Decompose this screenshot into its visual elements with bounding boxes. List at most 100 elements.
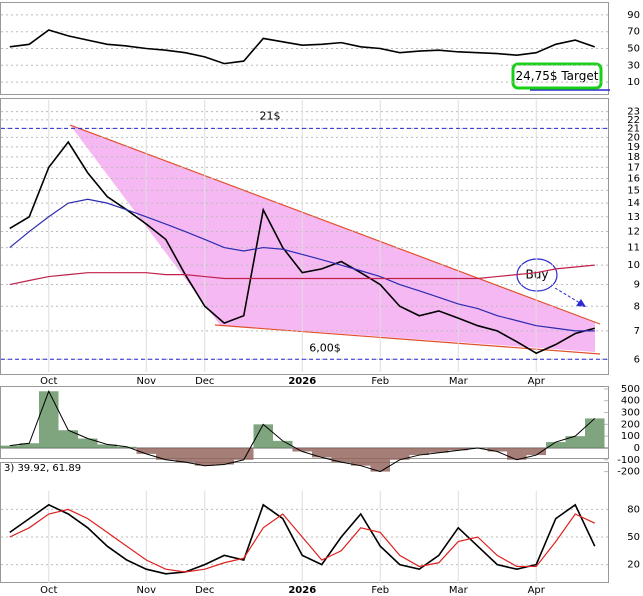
- price-panel: [0, 98, 609, 375]
- y-tick-label: 6: [634, 354, 640, 365]
- y-tick-label: 500: [621, 384, 640, 395]
- bar: [253, 424, 273, 448]
- y-tick-label: 100: [621, 431, 640, 442]
- bar: [351, 447, 371, 466]
- y-tick-label: 14: [627, 198, 640, 209]
- y-tick-label: 20: [627, 132, 640, 143]
- bar: [331, 447, 351, 463]
- bar: [292, 447, 312, 452]
- bar: [409, 447, 429, 456]
- bar: [234, 447, 254, 460]
- y-tick-label: 9: [634, 280, 640, 291]
- y-tick-label: 15: [627, 185, 640, 196]
- y-tick-label: 10: [627, 77, 640, 88]
- bar: [78, 438, 98, 448]
- x-tick-label: Feb: [371, 376, 389, 387]
- bar: [19, 443, 39, 448]
- y-tick-label: 7: [634, 326, 640, 337]
- y-tick-label: 0: [634, 443, 640, 454]
- series-line: [9, 198, 595, 332]
- y-tick-label: 12: [627, 227, 640, 238]
- x-tick-label: Oct: [40, 376, 57, 387]
- bar: [214, 447, 234, 465]
- bar: [370, 447, 390, 472]
- y-tick-label: 50: [627, 532, 640, 543]
- bar: [585, 418, 605, 448]
- bar: [565, 436, 585, 448]
- x-tick-label: Apr: [528, 376, 546, 387]
- y-tick-label: 80: [627, 504, 640, 515]
- bar: [390, 447, 410, 460]
- y-tick-label: 50: [627, 44, 640, 55]
- series-line: [9, 503, 596, 575]
- y-tick-label: -100: [617, 455, 640, 466]
- y-tick-label: 300: [621, 408, 640, 419]
- y-tick-label: 23: [627, 107, 640, 118]
- series-line: [9, 390, 596, 473]
- x-tick-label: Dec: [195, 376, 214, 387]
- y-tick-label: 21: [627, 123, 640, 134]
- target-label: 24,75$ Target: [516, 69, 599, 83]
- bar: [39, 391, 59, 448]
- x-tick-label: 2026: [288, 376, 316, 387]
- x-tick-label: Oct: [40, 585, 57, 596]
- y-tick-label: 11: [627, 243, 640, 254]
- y-tick-label: 10: [627, 260, 640, 271]
- trendline: [69, 124, 601, 325]
- series-line: [9, 29, 596, 65]
- bar: [312, 447, 332, 458]
- level-label: 6,00$: [309, 341, 341, 354]
- y-tick-label: -200: [617, 467, 640, 478]
- bar: [97, 444, 117, 448]
- bar: [156, 447, 176, 460]
- y-tick-label: 16: [627, 174, 640, 185]
- buy-label: Buy: [526, 268, 549, 282]
- bar: [429, 447, 449, 453]
- y-tick-label: 18: [627, 152, 640, 163]
- bar: [117, 446, 137, 448]
- bar: [58, 430, 78, 448]
- y-tick-label: 20: [627, 560, 640, 571]
- x-tick-label: Nov: [136, 376, 156, 387]
- bar: [175, 447, 195, 463]
- bar: [136, 447, 156, 454]
- x-tick-label: Mar: [449, 376, 469, 387]
- arrow-head: [576, 299, 586, 307]
- bar: [195, 447, 215, 466]
- y-tick-label: 90: [627, 10, 640, 21]
- bar: [487, 447, 507, 452]
- x-tick-label: Feb: [371, 585, 389, 596]
- x-tick-label: Dec: [195, 585, 214, 596]
- bar: [273, 440, 293, 448]
- buy-arrow: [554, 287, 581, 304]
- x-tick-label: Mar: [449, 585, 469, 596]
- stoch-title: 3) 39.92, 61.89: [4, 463, 81, 474]
- macd-panel: [0, 386, 609, 459]
- target-box: [511, 62, 603, 90]
- bar: [507, 447, 527, 460]
- rsi-panel: [0, 2, 609, 95]
- y-tick-label: 70: [627, 27, 640, 38]
- y-tick-label: 8: [634, 301, 640, 312]
- x-tick-label: Apr: [528, 585, 546, 596]
- y-tick-label: 13: [627, 212, 640, 223]
- bar: [526, 447, 546, 456]
- series-line: [9, 508, 596, 573]
- series-line: [9, 264, 595, 286]
- x-tick-label: 2026: [288, 585, 316, 596]
- y-tick-label: 22: [627, 115, 640, 126]
- series-line: [9, 140, 595, 355]
- y-tick-label: 19: [627, 142, 640, 153]
- bar: [448, 447, 468, 451]
- y-tick-label: 400: [621, 396, 640, 407]
- level-label: 21$: [260, 109, 281, 122]
- stoch-panel: [0, 462, 609, 583]
- y-tick-label: 200: [621, 419, 640, 430]
- bar: [546, 442, 566, 448]
- wedge: [70, 125, 595, 352]
- y-tick-label: 17: [627, 162, 640, 173]
- bar: [0, 445, 20, 448]
- y-tick-label: 30: [627, 60, 640, 71]
- x-tick-label: Nov: [136, 585, 156, 596]
